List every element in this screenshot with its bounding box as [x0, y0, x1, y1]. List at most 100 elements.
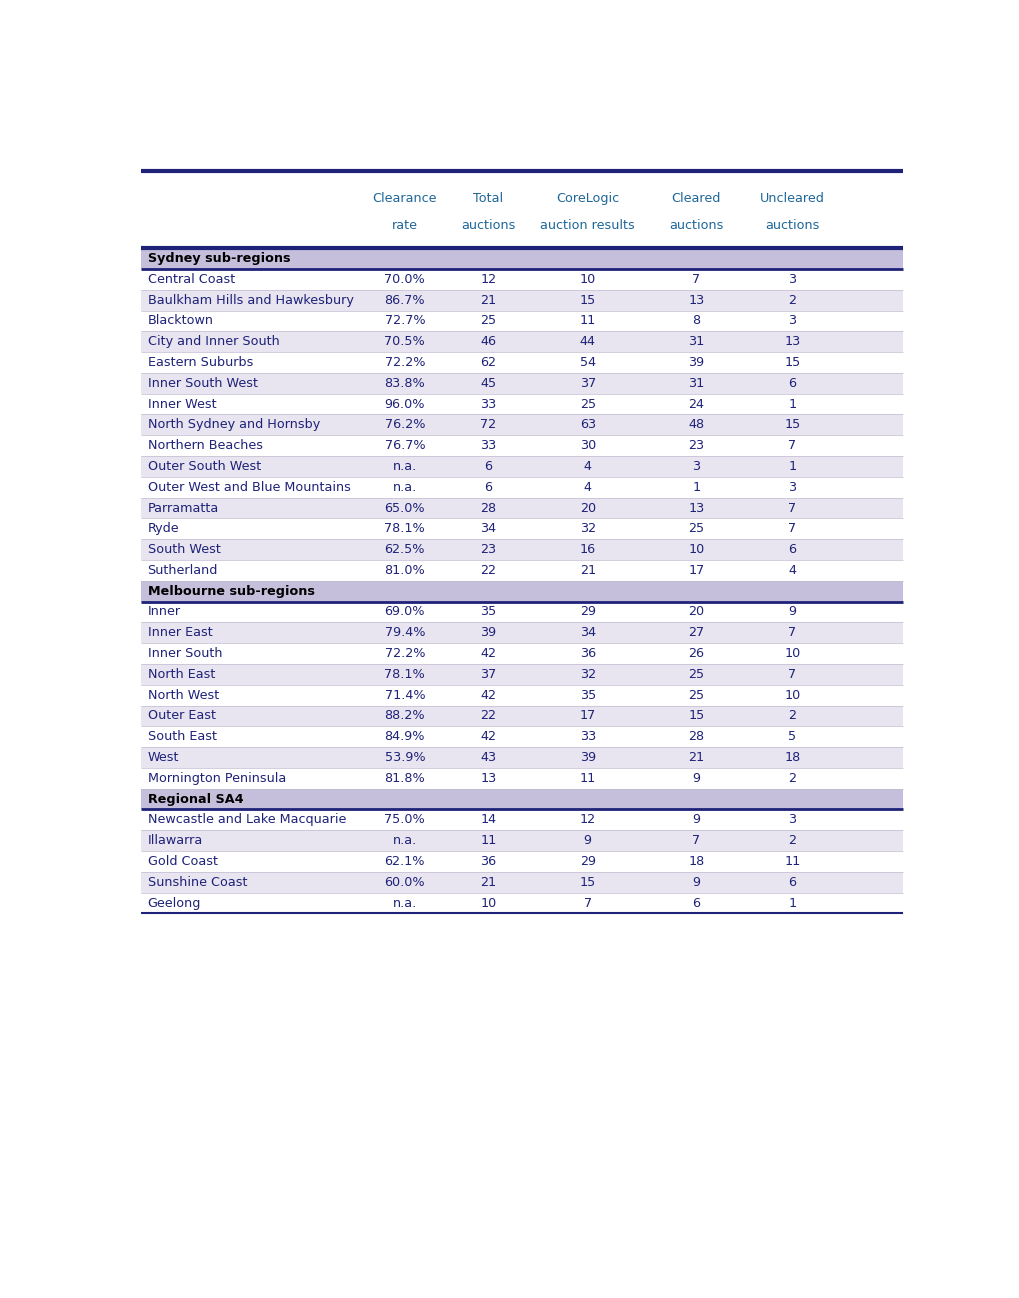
Bar — [142, 171, 903, 248]
Text: 30: 30 — [580, 439, 596, 452]
Text: Regional SA4: Regional SA4 — [148, 793, 244, 806]
Text: 9: 9 — [584, 835, 592, 848]
Text: 79.4%: 79.4% — [384, 626, 425, 640]
Text: 6: 6 — [789, 376, 796, 389]
Text: 54: 54 — [580, 356, 596, 369]
Text: Central Coast: Central Coast — [148, 273, 234, 286]
Text: 22: 22 — [481, 563, 496, 576]
Text: Outer West and Blue Mountains: Outer West and Blue Mountains — [148, 480, 351, 493]
Text: 72.2%: 72.2% — [384, 648, 425, 661]
Bar — [142, 539, 903, 559]
Text: Inner South: Inner South — [148, 648, 222, 661]
Text: Inner: Inner — [148, 605, 180, 618]
Text: n.a.: n.a. — [392, 480, 417, 493]
Bar — [142, 580, 903, 601]
Text: 75.0%: 75.0% — [384, 814, 425, 827]
Text: Northern Beaches: Northern Beaches — [148, 439, 263, 452]
Text: 10: 10 — [480, 897, 496, 910]
Text: Outer South West: Outer South West — [148, 459, 261, 472]
Bar — [142, 497, 903, 518]
Text: 36: 36 — [481, 855, 496, 868]
Text: 4: 4 — [789, 563, 796, 576]
Text: 29: 29 — [580, 855, 596, 868]
Text: 3: 3 — [789, 314, 797, 327]
Bar — [142, 310, 903, 331]
Text: 42: 42 — [481, 648, 496, 661]
Text: 28: 28 — [481, 501, 496, 514]
Text: 42: 42 — [481, 689, 496, 702]
Text: 13: 13 — [785, 335, 801, 348]
Bar — [142, 872, 903, 893]
Text: Total: Total — [474, 192, 503, 205]
Text: North Sydney and Hornsby: North Sydney and Hornsby — [148, 418, 320, 431]
Text: Uncleared: Uncleared — [760, 192, 824, 205]
Bar — [142, 727, 903, 748]
Text: 4: 4 — [584, 459, 592, 472]
Bar — [142, 893, 903, 914]
Text: 17: 17 — [580, 710, 596, 723]
Text: 11: 11 — [480, 835, 496, 848]
Bar — [142, 518, 903, 539]
Bar — [142, 248, 903, 269]
Text: 31: 31 — [688, 376, 704, 389]
Bar — [142, 435, 903, 456]
Text: Inner East: Inner East — [148, 626, 212, 640]
Text: Newcastle and Lake Macquarie: Newcastle and Lake Macquarie — [148, 814, 345, 827]
Text: 33: 33 — [480, 397, 496, 410]
Text: 60.0%: 60.0% — [384, 876, 425, 889]
Text: 1: 1 — [789, 897, 797, 910]
Text: 15: 15 — [688, 710, 704, 723]
Text: auctions: auctions — [669, 218, 723, 231]
Bar — [142, 414, 903, 435]
Text: Clearance: Clearance — [373, 192, 437, 205]
Bar — [142, 373, 903, 393]
Bar — [142, 851, 903, 872]
Text: 43: 43 — [481, 752, 496, 765]
Text: 13: 13 — [480, 772, 496, 785]
Text: Geelong: Geelong — [148, 897, 201, 910]
Bar — [142, 393, 903, 414]
Text: 21: 21 — [481, 293, 496, 306]
Text: 25: 25 — [481, 314, 496, 327]
Text: Ryde: Ryde — [148, 522, 179, 535]
Text: 81.0%: 81.0% — [384, 563, 425, 576]
Bar — [142, 685, 903, 706]
Text: 63: 63 — [580, 418, 596, 431]
Bar — [142, 331, 903, 352]
Text: 42: 42 — [481, 731, 496, 744]
Text: 83.8%: 83.8% — [384, 376, 425, 389]
Text: 11: 11 — [580, 772, 596, 785]
Text: 34: 34 — [580, 626, 596, 640]
Bar — [142, 289, 903, 310]
Text: 6: 6 — [484, 480, 492, 493]
Text: 18: 18 — [785, 752, 801, 765]
Text: 39: 39 — [481, 626, 496, 640]
Text: Sunshine Coast: Sunshine Coast — [148, 876, 247, 889]
Text: 33: 33 — [580, 731, 596, 744]
Text: 28: 28 — [688, 731, 704, 744]
Text: 3: 3 — [789, 814, 797, 827]
Bar — [142, 622, 903, 644]
Text: 20: 20 — [688, 605, 704, 618]
Text: 2: 2 — [789, 293, 796, 306]
Text: 76.7%: 76.7% — [384, 439, 425, 452]
Text: auctions: auctions — [765, 218, 819, 231]
Text: 11: 11 — [785, 855, 801, 868]
Text: 21: 21 — [481, 876, 496, 889]
Text: 72.2%: 72.2% — [384, 356, 425, 369]
Text: 7: 7 — [789, 522, 797, 535]
Bar — [142, 476, 903, 497]
Text: Mornington Peninsula: Mornington Peninsula — [148, 772, 285, 785]
Bar — [142, 706, 903, 727]
Text: 7: 7 — [584, 897, 592, 910]
Text: 32: 32 — [580, 522, 596, 535]
Text: rate: rate — [392, 218, 418, 231]
Text: 15: 15 — [580, 293, 596, 306]
Text: 21: 21 — [688, 752, 704, 765]
Text: n.a.: n.a. — [392, 459, 417, 472]
Bar — [142, 789, 903, 810]
Text: 10: 10 — [785, 648, 801, 661]
Text: 15: 15 — [785, 418, 801, 431]
Text: 62: 62 — [481, 356, 496, 369]
Text: 48: 48 — [688, 418, 704, 431]
